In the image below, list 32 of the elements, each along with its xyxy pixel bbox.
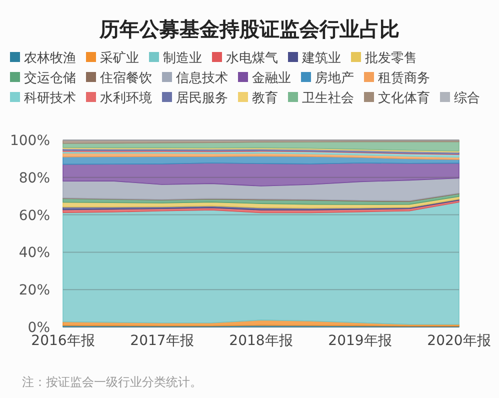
legend-label: 居民服务: [176, 91, 228, 106]
y-tick-label: 60%: [18, 208, 50, 224]
x-tick-label: 2018年报: [229, 333, 293, 349]
y-tick-label: 100%: [10, 133, 50, 149]
legend-label: 水利环境: [100, 90, 152, 106]
text: 注：按证监会一级行业分类统计。: [22, 375, 202, 389]
legend-label: 批发零售: [365, 51, 417, 66]
legend-label: 交运仓储: [24, 70, 76, 86]
y-tick-label: 0%: [28, 320, 50, 336]
legend-label: 水电煤气: [226, 51, 278, 66]
x-tick-label: 2020年报: [427, 333, 491, 349]
legend-label: 住宿餐饮: [99, 70, 152, 86]
legend-label: 文化体育: [378, 90, 430, 106]
x-tick-label: 2017年报: [130, 333, 194, 349]
legend-label: 综合: [454, 91, 480, 106]
legend-label: 房地产: [315, 70, 354, 86]
x-tick-label: 2016年报: [31, 333, 95, 349]
legend-label: 信息技术: [176, 71, 228, 86]
legend-label: 采矿业: [100, 51, 139, 66]
y-tick-label: 20%: [18, 282, 50, 299]
chart-title: 历年公募基金持股证监会行业占比: [98, 17, 400, 41]
y-tick-label: 40%: [18, 245, 50, 262]
legend-label: 租赁商务: [378, 71, 430, 86]
y-tick-label: 80%: [18, 170, 50, 186]
legend-label: 金融业: [252, 71, 291, 86]
legend-label: 建筑业: [301, 51, 341, 66]
legend-label: 农林牧渔: [24, 51, 76, 66]
legend-label: 科研技术: [24, 91, 76, 106]
legend-label: 制造业: [163, 51, 202, 66]
legend-label: 教育: [252, 90, 278, 106]
x-tick-label: 2019年报: [328, 333, 392, 349]
legend-label: 卫生社会: [302, 91, 354, 106]
